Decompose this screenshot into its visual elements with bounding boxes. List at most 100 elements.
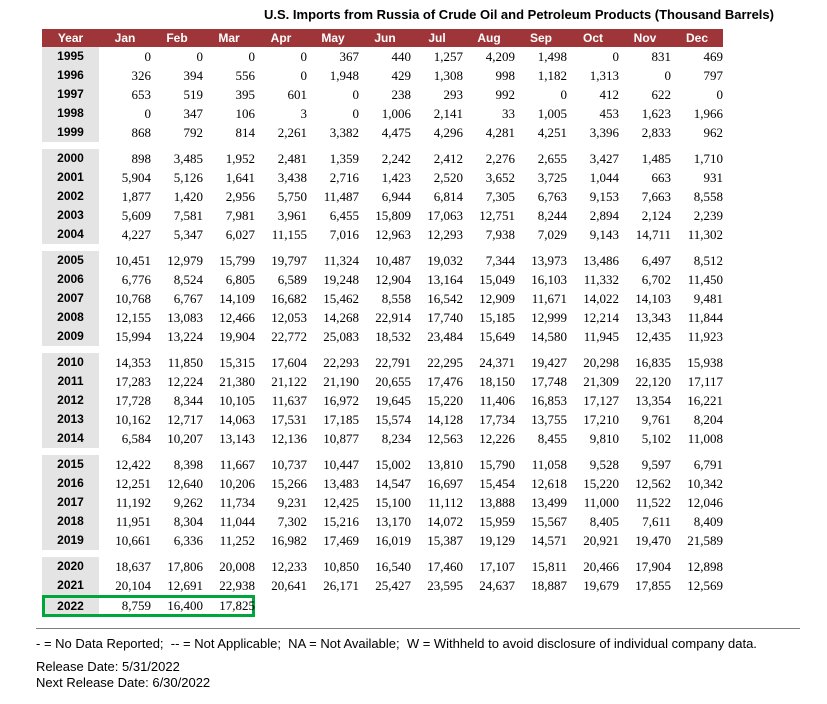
value-cell: 1,182 <box>537 68 567 83</box>
value-cell: 9,143 <box>589 227 619 242</box>
year-cell: 2021 <box>42 576 99 595</box>
year-cell: 2013 <box>42 410 99 429</box>
value-cell: 13,499 <box>531 495 567 510</box>
value-cell: 17,740 <box>427 310 463 325</box>
value-cell: 12,251 <box>115 476 151 491</box>
value-cell: 3,427 <box>589 151 619 166</box>
value-cell: 20,655 <box>375 374 411 389</box>
value-cell: 367 <box>339 49 360 64</box>
value-cell: 12,640 <box>167 476 203 491</box>
value-cell: 19,904 <box>219 329 255 344</box>
value-cell: 1,257 <box>433 49 463 64</box>
group-spacer-row <box>42 550 723 557</box>
value-cell: 11,671 <box>531 291 567 306</box>
value-cell: 663 <box>651 170 672 185</box>
value-cell: 8,304 <box>173 514 203 529</box>
value-cell: 15,811 <box>531 559 567 574</box>
value-cell: 16,682 <box>271 291 307 306</box>
table-row: 1995 0 0 0 0 367 440 1,257 4,209 1,498 0 831 469 <box>42 47 723 66</box>
year-cell: 2003 <box>42 206 99 225</box>
value-cell: 20,921 <box>583 533 619 548</box>
footer-divider <box>36 628 800 629</box>
value-cell: 14,063 <box>219 412 255 427</box>
value-cell: 4,251 <box>537 125 567 140</box>
value-cell: 22,938 <box>219 578 255 593</box>
value-cell: 106 <box>235 106 256 121</box>
value-cell: 12,053 <box>271 310 307 325</box>
value-cell: 19,129 <box>479 533 515 548</box>
value-cell: 1,423 <box>381 170 411 185</box>
value-cell: 12,562 <box>635 476 671 491</box>
table-row: 2000 898 3,485 1,952 2,481 1,359 2,242 2,412 2,2… <box>42 149 723 168</box>
value-cell: 469 <box>703 49 724 64</box>
year-cell: 2016 <box>42 474 99 493</box>
value-cell: 13,343 <box>635 310 671 325</box>
value-cell: 15,049 <box>479 272 515 287</box>
table-row: 2019 10,661 6,336 11,252 16,982 17,469 16,019 1… <box>42 531 723 550</box>
value-cell: 15,387 <box>427 533 463 548</box>
value-cell: 9,528 <box>589 457 619 472</box>
year-cell: 2001 <box>42 168 99 187</box>
value-cell: 16,019 <box>375 533 411 548</box>
table-row: 2004 4,227 5,347 6,027 11,155 7,016 12,963 12,2… <box>42 225 723 244</box>
value-cell: 11,923 <box>687 329 723 344</box>
value-cell: 2,261 <box>277 125 307 140</box>
value-cell: 1,952 <box>225 151 255 166</box>
value-cell: 11,406 <box>479 393 515 408</box>
value-cell: 814 <box>235 125 256 140</box>
value-cell: 2,894 <box>589 208 619 223</box>
table-row: 2012 17,728 8,344 10,105 11,637 16,972 19,645 1… <box>42 391 723 410</box>
value-cell: 797 <box>703 68 724 83</box>
value-cell: 17,734 <box>479 412 515 427</box>
value-cell: 293 <box>443 87 464 102</box>
value-cell: 0 <box>664 68 672 83</box>
value-cell: 14,580 <box>531 329 567 344</box>
value-cell: 21,380 <box>219 374 255 389</box>
value-cell: 15,462 <box>323 291 359 306</box>
value-cell: 8,234 <box>381 431 411 446</box>
year-cell: 2000 <box>42 149 99 168</box>
value-cell: 12,618 <box>531 476 567 491</box>
value-cell: 12,466 <box>219 310 255 325</box>
value-cell: 6,336 <box>173 533 203 548</box>
table-row: 2018 11,951 8,304 11,044 7,302 15,216 13,170 14… <box>42 512 723 531</box>
column-header-apr: Apr <box>255 29 307 47</box>
value-cell: 12,963 <box>375 227 411 242</box>
value-cell: 931 <box>703 170 724 185</box>
value-cell: 6,763 <box>537 189 567 204</box>
value-cell: 17,604 <box>271 355 307 370</box>
value-cell: 1,641 <box>225 170 255 185</box>
value-cell: 556 <box>235 68 256 83</box>
value-cell: 10,206 <box>219 476 255 491</box>
value-cell: 8,512 <box>693 253 723 268</box>
year-cell: 2017 <box>42 493 99 512</box>
value-cell: 0 <box>352 87 360 102</box>
value-cell: 3,652 <box>485 170 515 185</box>
value-cell: 9,262 <box>173 495 203 510</box>
value-cell: 20,298 <box>583 355 619 370</box>
value-cell: 6,027 <box>225 227 255 242</box>
value-cell: 10,877 <box>323 431 359 446</box>
value-cell: 12,422 <box>115 457 151 472</box>
value-cell: 0 <box>560 87 568 102</box>
value-cell: 16,221 <box>687 393 723 408</box>
year-cell: 2018 <box>42 512 99 531</box>
value-cell: 5,609 <box>121 208 151 223</box>
value-cell: 12,904 <box>375 272 411 287</box>
value-cell: 11,112 <box>428 495 463 510</box>
value-cell: 15,266 <box>271 476 307 491</box>
value-cell: 2,239 <box>693 208 723 223</box>
value-cell: 8,405 <box>589 514 619 529</box>
value-cell: 11,450 <box>687 272 723 287</box>
value-cell: 13,224 <box>167 329 203 344</box>
year-cell: 1998 <box>42 104 99 123</box>
year-cell: 2022 <box>42 595 99 617</box>
value-cell: 12,563 <box>427 431 463 446</box>
value-cell: 15,220 <box>583 476 619 491</box>
value-cell: 3,438 <box>277 170 307 185</box>
value-cell: 3,382 <box>329 125 359 140</box>
value-cell: 1,005 <box>537 106 567 121</box>
value-cell: 13,755 <box>531 412 567 427</box>
value-cell: 22,293 <box>323 355 359 370</box>
value-cell: 6,497 <box>641 253 671 268</box>
